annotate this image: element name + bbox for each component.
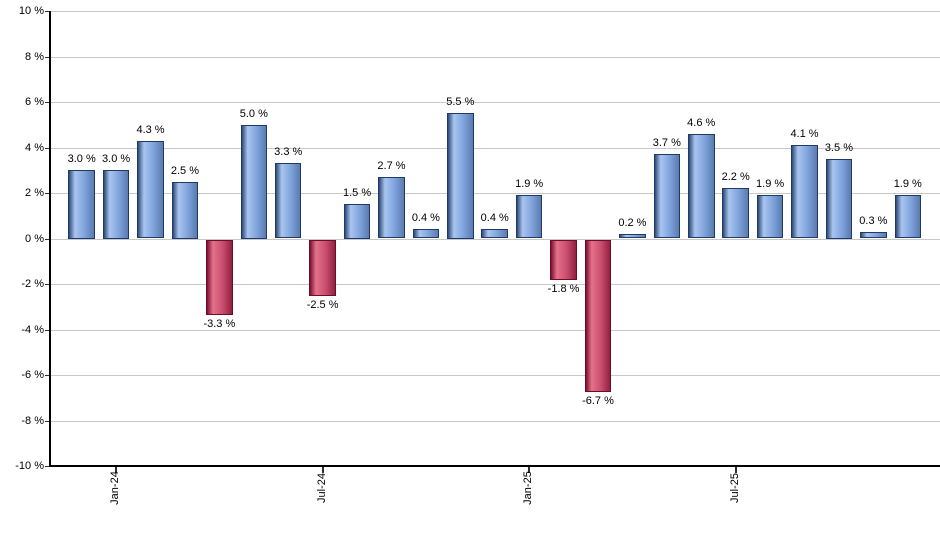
bar-value-label: 0.2 %	[618, 216, 647, 229]
y-axis-tick	[44, 11, 50, 12]
y-axis-tick	[44, 420, 50, 422]
bar	[653, 154, 681, 239]
y-axis-tick-label: -2 %	[21, 278, 44, 290]
y-axis-tick	[44, 56, 50, 58]
bar	[894, 195, 922, 239]
bar	[274, 163, 302, 239]
gridline	[49, 329, 940, 331]
gridline	[49, 56, 940, 58]
bar-value-label: 0.4 %	[411, 212, 440, 225]
gridline	[49, 102, 940, 103]
bar	[791, 145, 818, 239]
gridline	[49, 420, 940, 422]
bar-value-label: 3.0 %	[102, 153, 131, 166]
bar	[412, 229, 440, 239]
x-axis-line	[48, 464, 940, 467]
y-axis-tick	[44, 329, 50, 331]
y-axis-tick	[44, 466, 50, 467]
bar-value-label: 1.9 %	[893, 178, 922, 191]
bar-value-label: 0.3 %	[859, 214, 888, 227]
bar	[447, 113, 474, 239]
bar	[860, 231, 887, 239]
y-axis-tick	[44, 375, 50, 376]
y-axis-tick-label: 4 %	[25, 141, 44, 154]
x-axis-tick-label: Jan-25	[522, 471, 535, 505]
bar-value-label: 4.6 %	[687, 116, 716, 129]
bar-value-label: 0.4 %	[480, 212, 509, 225]
gridline	[49, 147, 940, 149]
x-axis-tick-label: Jan-24	[109, 471, 122, 505]
gridline	[49, 375, 940, 376]
y-axis-tick	[44, 193, 50, 194]
x-axis-tick	[115, 466, 118, 473]
y-axis-tick-label: 10 %	[18, 5, 44, 17]
bar-value-label: 5.5 %	[446, 96, 475, 109]
x-axis-tick	[734, 466, 737, 473]
bar-value-label: 3.5 %	[824, 141, 853, 154]
bar-value-label: 4.1 %	[790, 128, 819, 141]
bar	[137, 140, 164, 239]
bar	[102, 170, 130, 239]
y-axis-tick	[44, 102, 50, 103]
bar	[206, 239, 233, 315]
bar-value-label: -3.3 %	[203, 317, 236, 330]
bar	[688, 133, 715, 239]
bar	[584, 239, 612, 392]
y-axis-tick-label: 2 %	[25, 187, 44, 199]
gridline	[49, 193, 940, 194]
bar	[68, 170, 95, 239]
bar-value-label: -1.8 %	[547, 283, 580, 296]
y-axis-tick	[44, 147, 50, 149]
y-axis-tick-label: 8 %	[25, 50, 44, 63]
y-axis-line	[48, 11, 51, 467]
x-axis-tick-label: Jul-24	[315, 473, 328, 503]
bar-value-label: 2.7 %	[377, 160, 406, 173]
bar-value-label: 1.9 %	[515, 178, 544, 191]
y-axis-tick-label: -10 %	[15, 460, 44, 472]
gridline	[49, 11, 940, 12]
gridline	[49, 238, 940, 240]
bar	[240, 124, 268, 239]
x-axis-tick-label: Jul-25	[728, 473, 741, 503]
bar-value-label: 4.3 %	[136, 123, 165, 136]
bar	[171, 181, 199, 239]
y-axis-tick-label: 0 %	[25, 232, 44, 245]
x-axis-tick	[528, 466, 531, 473]
bar	[343, 204, 371, 239]
y-axis-tick	[44, 238, 50, 240]
x-axis-tick	[321, 466, 324, 473]
bar	[825, 158, 853, 239]
bar	[722, 188, 749, 239]
bar-value-label: 3.7 %	[652, 137, 681, 150]
bar	[378, 177, 405, 239]
bar-value-label: 1.5 %	[342, 187, 372, 200]
bar	[550, 239, 577, 281]
bar	[756, 195, 784, 239]
bar-value-label: 2.5 %	[170, 164, 200, 177]
gridline	[49, 284, 940, 285]
bar	[481, 229, 508, 239]
bar-value-label: 3.0 %	[67, 153, 96, 166]
bar-value-label: 1.9 %	[756, 178, 785, 191]
y-axis-tick-label: -4 %	[21, 323, 44, 336]
bar-value-label: -2.5 %	[306, 299, 339, 312]
y-axis-tick-label: 6 %	[25, 96, 44, 108]
y-axis-tick	[44, 284, 50, 285]
bar-value-label: 5.0 %	[239, 107, 268, 120]
y-axis-tick-label: -6 %	[21, 369, 44, 381]
bar-value-label: -6.7 %	[582, 394, 614, 407]
bar	[619, 233, 646, 239]
bar	[515, 195, 543, 239]
bar-value-label: 3.3 %	[274, 146, 303, 159]
y-axis-tick-label: -8 %	[21, 414, 44, 427]
bar-value-label: 2.2 %	[721, 171, 750, 184]
bar	[309, 239, 336, 297]
gridline	[49, 466, 940, 467]
